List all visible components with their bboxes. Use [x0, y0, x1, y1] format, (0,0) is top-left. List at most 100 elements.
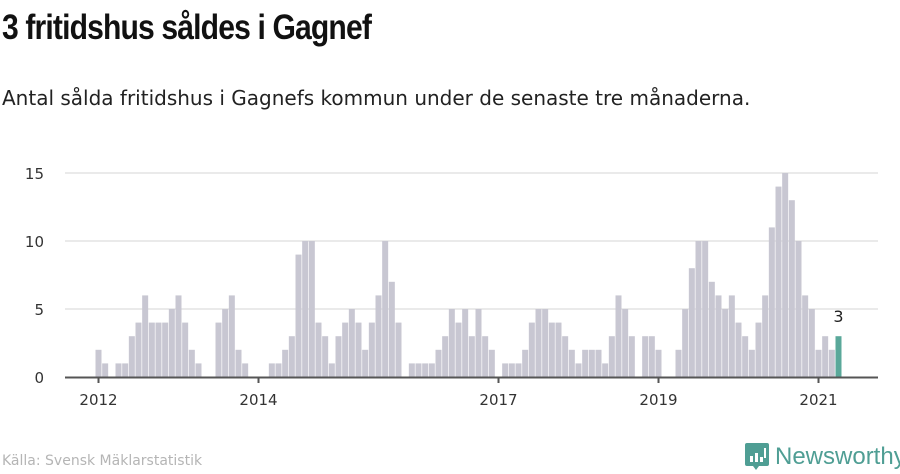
bar: [642, 336, 649, 377]
bar: [375, 295, 382, 377]
bar: [322, 336, 329, 377]
bar: [388, 281, 395, 377]
bar: [675, 349, 682, 377]
bar: [628, 336, 635, 377]
bar: [368, 322, 375, 377]
bar: [828, 349, 835, 377]
bar: [575, 363, 582, 377]
bar: [648, 336, 655, 377]
bar: [822, 336, 829, 377]
bar: [768, 227, 775, 377]
source-note: Källa: Svensk Mäklarstatistik: [2, 453, 203, 469]
bar: [508, 363, 515, 377]
bar: [195, 363, 202, 377]
bar: [482, 336, 489, 377]
bar: [735, 322, 742, 377]
bar: [288, 336, 295, 377]
bar: [715, 295, 722, 377]
y-tick-label: 5: [34, 301, 44, 319]
bar: [582, 349, 589, 377]
bar: [622, 309, 629, 377]
bar: [335, 336, 342, 377]
bar: [148, 322, 155, 377]
bar: [742, 336, 749, 377]
bar: [535, 309, 542, 377]
bar: [315, 322, 322, 377]
bar: [182, 322, 189, 377]
bar: [702, 241, 709, 377]
bar: [755, 322, 762, 377]
bar: [762, 295, 769, 377]
newsworthy-logo: Newsworthy: [745, 443, 900, 471]
bar: [455, 322, 462, 377]
bar: [235, 349, 242, 377]
bar: [308, 241, 315, 377]
x-tick-label: 2012: [79, 391, 117, 409]
bar: [175, 295, 182, 377]
bar: [528, 322, 535, 377]
bar: [722, 309, 729, 377]
bar: [708, 281, 715, 377]
bar: [155, 322, 162, 377]
bar: [362, 349, 369, 377]
chart-title: 3 fritidshus såldes i Gagnef: [2, 8, 372, 47]
bar: [302, 241, 309, 377]
bar: [728, 295, 735, 377]
bar: [342, 322, 349, 377]
bar: [488, 349, 495, 377]
bar: [215, 322, 222, 377]
bar: [515, 363, 522, 377]
bar: [282, 349, 289, 377]
bar: [122, 363, 129, 377]
bar: [135, 322, 142, 377]
bar: [328, 363, 335, 377]
bar: [435, 349, 442, 377]
bar: [415, 363, 422, 377]
x-tick-label: 2017: [479, 391, 517, 409]
bar: [695, 241, 702, 377]
bar: [608, 336, 615, 377]
bar: [295, 254, 302, 377]
bar: [595, 349, 602, 377]
bar: [788, 200, 795, 377]
bar: [688, 268, 695, 377]
highlight-value-label: 3: [833, 307, 843, 326]
bar: [555, 322, 562, 377]
bar: [268, 363, 275, 377]
bar: [542, 309, 549, 377]
newsworthy-logo-icon: [745, 443, 769, 470]
bar: [128, 336, 135, 377]
bar: [102, 363, 109, 377]
bar: [168, 309, 175, 377]
bar: [222, 309, 229, 377]
bar: [748, 349, 755, 377]
bar: [355, 322, 362, 377]
bar: [795, 241, 802, 377]
bar: [655, 349, 662, 377]
bar: [422, 363, 429, 377]
bar: [782, 173, 789, 377]
bar: [462, 309, 469, 377]
highlight-bar: [835, 336, 842, 377]
bar: [468, 336, 475, 377]
gridlines: [65, 172, 878, 310]
bar: [562, 336, 569, 377]
x-axis: 2012 2014 2017 2019 2021: [65, 376, 878, 409]
bar: [602, 363, 609, 377]
bar: [615, 295, 622, 377]
bar: [442, 336, 449, 377]
bar: [775, 186, 782, 377]
bar: [115, 363, 122, 377]
bar: [428, 363, 435, 377]
bar: [802, 295, 809, 377]
bar: [228, 295, 235, 377]
bar: [188, 349, 195, 377]
bar: [95, 349, 102, 377]
bar: [815, 349, 822, 377]
bar: [382, 241, 389, 377]
bar: [408, 363, 415, 377]
bar: [162, 322, 169, 377]
chart-subtitle: Antal sålda fritidshus i Gagnefs kommun …: [2, 86, 751, 110]
bar: [548, 322, 555, 377]
y-axis: 0 5 10 15: [25, 165, 44, 387]
